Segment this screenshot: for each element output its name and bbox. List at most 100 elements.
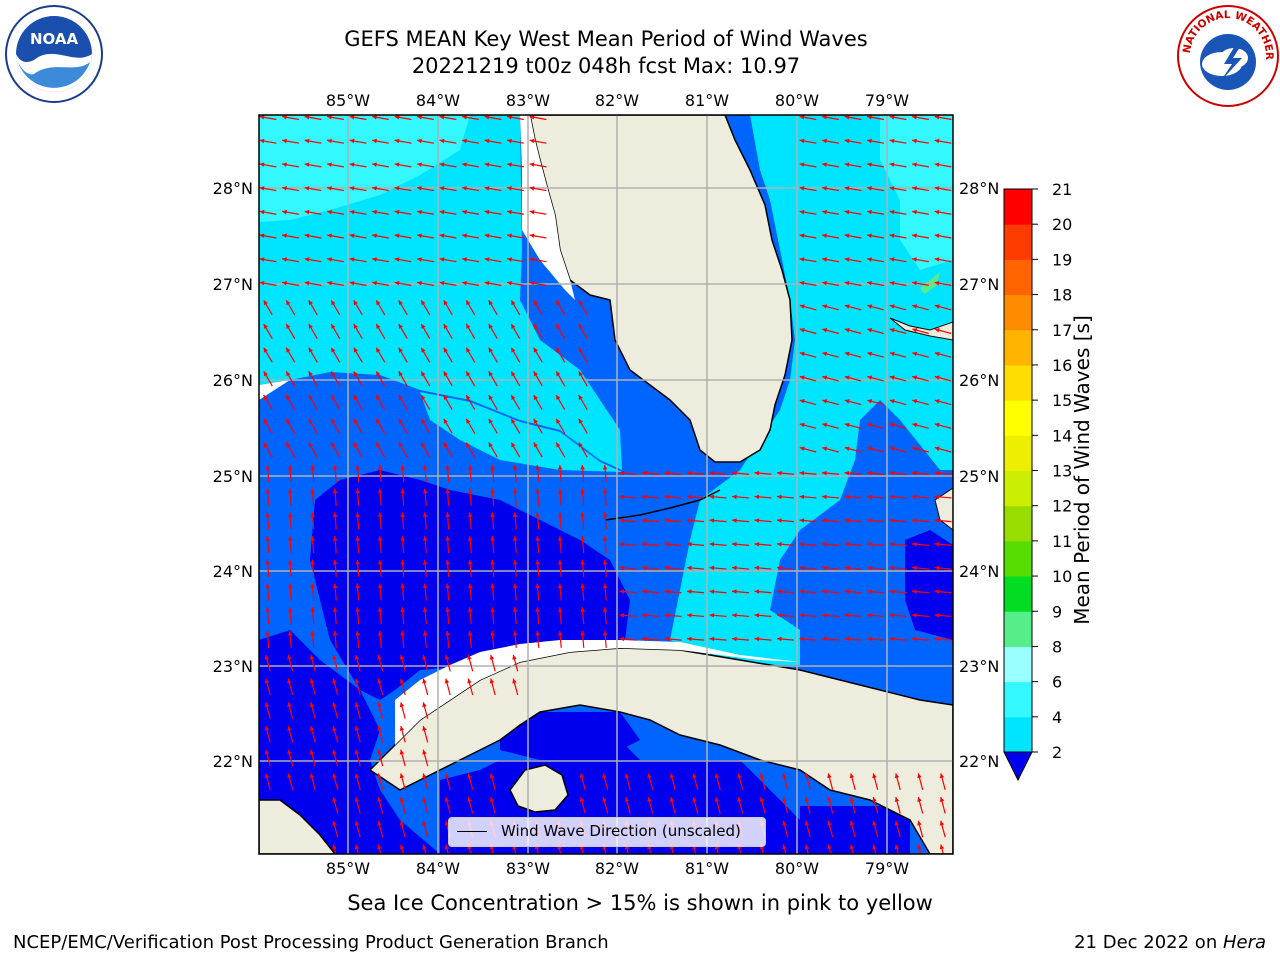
wind-wave-arrowhead [507, 162, 512, 167]
wind-wave-arrowhead [331, 418, 336, 424]
wind-wave-arrowhead [377, 844, 382, 850]
wind-wave-arrowhead [647, 773, 652, 779]
wind-wave-arrowhead [264, 725, 270, 731]
wind-wave-arrowhead [822, 613, 827, 618]
wind-wave-arrowhead [353, 371, 358, 377]
wind-wave-arrowhead [354, 749, 360, 755]
wind-wave-arrowhead [799, 636, 805, 642]
wind-wave-arrowhead [889, 280, 895, 286]
wind-wave-arrowhead [484, 257, 490, 262]
colorbar-segment [1004, 505, 1032, 542]
lat-tick-24n-right: 24°N [959, 562, 999, 581]
wind-wave-arrowhead [580, 559, 585, 565]
wind-wave-arrowhead [309, 725, 315, 731]
wind-wave-arrowhead [512, 607, 518, 612]
wind-wave-arrowhead [310, 630, 315, 636]
wind-wave-arrowhead [399, 702, 405, 708]
wind-wave-arrowhead [399, 844, 405, 850]
wind-wave-arrowhead [309, 773, 315, 779]
wind-wave-arrowhead [332, 844, 337, 850]
wind-wave-arrowhead [872, 820, 877, 826]
wind-wave-arrowhead [417, 209, 422, 215]
colorbar-tick-label: 15 [1052, 391, 1072, 410]
wind-wave-arrowhead [912, 636, 917, 642]
wind-wave-arrowhead [557, 630, 563, 636]
wind-wave-arrowhead [867, 162, 872, 167]
wind-wave-arrowhead [849, 773, 855, 779]
wind-wave-arrowhead [934, 233, 940, 239]
wind-wave-arrowhead [602, 773, 607, 779]
wind-wave-arrowhead [754, 613, 760, 618]
wind-wave-arrowhead [327, 209, 332, 215]
wind-wave-arrowhead [642, 613, 647, 618]
wind-wave-arrowhead [376, 300, 381, 306]
wind-wave-arrowhead [844, 375, 850, 380]
wind-wave-arrowhead [669, 797, 675, 802]
wind-wave-arrowhead [372, 162, 377, 167]
wind-wave-arrowhead [799, 138, 805, 144]
wind-wave-arrowhead [394, 209, 400, 215]
colorbar-tick-label: 18 [1052, 286, 1072, 305]
wind-wave-arrowhead [304, 138, 310, 144]
wind-wave-arrowhead [377, 654, 382, 660]
wind-wave-arrowhead [602, 512, 608, 518]
wind-wave-arrowhead [484, 280, 490, 286]
wind-wave-arrowhead [443, 395, 448, 401]
wind-wave-arrowhead [732, 589, 737, 594]
wind-wave-arrowhead [376, 323, 381, 329]
wind-wave-arrowhead [439, 209, 445, 215]
wind-wave-arrowhead [354, 797, 360, 802]
wind-wave-arrowhead [687, 589, 692, 594]
wind-wave-arrowhead [377, 773, 382, 779]
white-gap-northwest [259, 380, 290, 400]
wind-wave-arrowhead [934, 138, 940, 144]
wind-wave-arrowhead [398, 300, 403, 306]
lon-tick-80w-bottom: 80°W [775, 859, 819, 878]
wind-wave-arrowhead [687, 470, 692, 476]
wind-wave-arrowhead [377, 820, 382, 826]
wind-wave-arrowhead [422, 536, 428, 541]
wind-wave-arrowhead [894, 844, 900, 850]
wind-wave-arrowhead [602, 583, 608, 589]
wind-wave-arrowhead [422, 702, 427, 708]
wind-wave-arrowhead [331, 442, 336, 448]
wind-wave-arrowhead [376, 371, 381, 377]
wind-wave-arrowhead [934, 328, 940, 333]
wind-wave-arrowhead [263, 442, 268, 448]
wind-wave-arrowhead [822, 494, 827, 500]
wind-wave-arrowhead [421, 418, 426, 424]
wind-wave-arrowhead [394, 233, 400, 239]
wind-wave-arrowhead [507, 257, 512, 262]
wind-wave-arrowhead [602, 607, 608, 612]
wind-wave-arrowhead [867, 541, 872, 547]
wind-wave-arrowhead [304, 233, 310, 239]
wind-wave-arrowhead [511, 371, 516, 377]
wind-wave-arrowhead [490, 536, 495, 541]
wind-wave-arrowhead [934, 565, 940, 571]
wind-wave-arrowhead [664, 613, 670, 618]
wind-wave-arrowhead [867, 399, 873, 404]
wind-wave-arrowhead [287, 559, 293, 565]
wind-wave-arrowhead [376, 347, 381, 353]
wind-wave-arrowhead [844, 304, 850, 309]
wind-wave-arrowhead [327, 115, 332, 120]
colorbar-tick-label: 16 [1052, 356, 1072, 375]
wind-wave-arrowhead [490, 488, 495, 494]
wind-wave-arrowhead [421, 347, 426, 353]
wind-wave-arrowhead [398, 323, 403, 329]
wind-wave-arrowhead [912, 589, 917, 594]
wind-wave-arrowhead [912, 470, 917, 476]
wind-wave-arrowhead [619, 565, 625, 571]
wind-wave-arrowhead [422, 749, 427, 755]
wind-wave-arrowhead [417, 138, 422, 144]
wind-wave-arrowhead [822, 162, 827, 167]
wind-wave-arrowhead [399, 725, 405, 731]
wind-wave-arrowhead [844, 589, 850, 594]
wind-wave-arrowhead [889, 518, 895, 523]
wind-wave-arrowhead [732, 470, 737, 476]
colorbar-segment [1004, 329, 1032, 366]
wind-wave-arrowhead [398, 371, 403, 377]
sea-ice-note-text: Sea Ice Concentration > 15% is shown in … [347, 891, 933, 915]
wind-wave-arrowhead [417, 233, 422, 239]
wind-wave-arrowhead [398, 395, 403, 401]
